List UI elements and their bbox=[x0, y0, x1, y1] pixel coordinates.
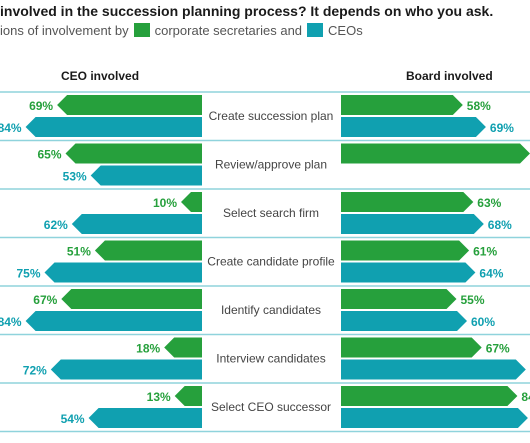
value-label: 69% bbox=[490, 121, 514, 135]
bar-ceo-involved-corporate-secretaries bbox=[65, 143, 202, 164]
value-label: 62% bbox=[44, 218, 68, 232]
bar-board-involved-corporate-secretaries bbox=[341, 240, 470, 261]
bar-board-involved-corporate-secretaries bbox=[341, 289, 457, 309]
bar-board-involved-ceos bbox=[341, 359, 526, 380]
value-label: 51% bbox=[67, 245, 91, 259]
value-label: 65% bbox=[37, 148, 61, 162]
bar-board-involved-ceos bbox=[341, 408, 528, 428]
value-label: 67% bbox=[33, 293, 57, 307]
bar-ceo-involved-corporate-secretaries bbox=[57, 95, 202, 115]
subtitle-prefix: ions of involvement by bbox=[0, 22, 129, 38]
bar-ceo-involved-ceos bbox=[90, 165, 202, 186]
legend-label-corporate-secretaries: corporate secretaries and bbox=[154, 22, 303, 38]
bar-ceo-involved-ceos bbox=[44, 262, 202, 283]
bar-ceo-involved-ceos bbox=[25, 117, 202, 137]
legend-swatch-corporate-secretaries bbox=[133, 23, 150, 37]
value-label: 84% bbox=[0, 315, 22, 329]
value-label: 10% bbox=[153, 196, 177, 210]
right-panel-title: Board involved bbox=[406, 69, 493, 83]
bar-ceo-involved-ceos bbox=[88, 408, 202, 428]
left-panel-title: CEO involved bbox=[61, 69, 140, 83]
bar-ceo-involved-ceos bbox=[50, 359, 202, 380]
bar-board-involved-ceos bbox=[341, 262, 476, 283]
bar-board-involved-ceos bbox=[341, 214, 484, 234]
category-label: Select CEO successor bbox=[211, 400, 331, 414]
chart-subtitle: ions of involvement by corporate secreta… bbox=[0, 21, 363, 39]
value-label: 64% bbox=[479, 267, 503, 281]
legend-label-ceos: CEOs bbox=[328, 22, 363, 38]
value-label: 84% bbox=[521, 390, 530, 404]
value-label: 69% bbox=[29, 99, 53, 113]
value-label: 63% bbox=[477, 196, 501, 210]
category-label: Create candidate profile bbox=[207, 255, 335, 269]
bar-board-involved-corporate-secretaries bbox=[341, 143, 530, 164]
bar-ceo-involved-corporate-secretaries bbox=[174, 386, 202, 406]
bar-board-involved-corporate-secretaries bbox=[341, 337, 482, 358]
bar-ceo-involved-corporate-secretaries bbox=[164, 337, 202, 358]
value-label: 53% bbox=[63, 170, 87, 184]
value-label: 68% bbox=[488, 218, 512, 232]
value-label: 54% bbox=[61, 412, 85, 426]
bar-board-involved-ceos bbox=[341, 117, 486, 137]
value-label: 18% bbox=[136, 342, 160, 356]
value-label: 84% bbox=[0, 121, 22, 135]
bar-board-involved-corporate-secretaries bbox=[341, 386, 518, 406]
value-label: 75% bbox=[16, 267, 40, 281]
value-label: 61% bbox=[473, 245, 497, 259]
bar-board-involved-ceos bbox=[341, 311, 467, 331]
bar-ceo-involved-corporate-secretaries bbox=[181, 192, 202, 212]
category-label: Interview candidates bbox=[216, 352, 325, 366]
bar-board-involved-corporate-secretaries bbox=[341, 95, 463, 115]
bar-ceo-involved-ceos bbox=[71, 214, 202, 234]
value-label: 72% bbox=[23, 364, 47, 378]
value-label: 55% bbox=[461, 293, 485, 307]
value-label: 67% bbox=[486, 342, 510, 356]
value-label: 60% bbox=[471, 315, 495, 329]
category-label: Review/approve plan bbox=[215, 158, 327, 172]
category-label: Select search firm bbox=[223, 206, 319, 220]
category-label: Create succession plan bbox=[209, 109, 334, 123]
legend-swatch-ceos bbox=[307, 23, 324, 37]
category-label: Identify candidates bbox=[221, 303, 321, 317]
value-label: 13% bbox=[147, 390, 171, 404]
bar-ceo-involved-corporate-secretaries bbox=[61, 289, 202, 309]
value-label: 58% bbox=[467, 99, 491, 113]
chart-title: involved in the succession planning proc… bbox=[0, 3, 494, 19]
bar-ceo-involved-ceos bbox=[25, 311, 202, 331]
bar-board-involved-corporate-secretaries bbox=[341, 192, 474, 212]
bar-ceo-involved-corporate-secretaries bbox=[94, 240, 202, 261]
